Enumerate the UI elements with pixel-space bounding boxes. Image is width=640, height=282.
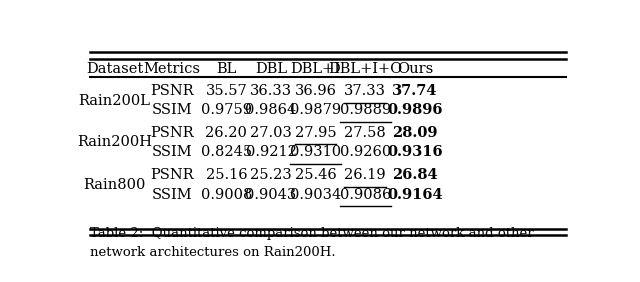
Text: 0.9260: 0.9260	[340, 145, 391, 159]
Text: 36.96: 36.96	[294, 84, 337, 98]
Text: 25.16: 25.16	[205, 168, 247, 182]
Text: 25.23: 25.23	[250, 168, 292, 182]
Text: 0.8245: 0.8245	[201, 145, 252, 159]
Text: SSIM: SSIM	[152, 145, 192, 159]
Text: BL: BL	[216, 61, 237, 76]
Text: Rain200H: Rain200H	[77, 135, 152, 149]
Text: Ours: Ours	[397, 61, 433, 76]
Text: Dataset: Dataset	[86, 61, 143, 76]
Text: DBL+I: DBL+I	[291, 61, 340, 76]
Text: 0.9889: 0.9889	[340, 103, 391, 117]
Text: DBL+I+O: DBL+I+O	[328, 61, 403, 76]
Text: 0.9034: 0.9034	[290, 188, 341, 202]
Text: 26.84: 26.84	[392, 168, 438, 182]
Text: 0.9864: 0.9864	[245, 103, 296, 117]
Text: PSNR: PSNR	[150, 126, 193, 140]
Text: 27.95: 27.95	[295, 126, 337, 140]
Text: SSIM: SSIM	[152, 103, 192, 117]
Text: 0.9316: 0.9316	[387, 145, 443, 159]
Text: 0.9164: 0.9164	[387, 188, 443, 202]
Text: 35.57: 35.57	[205, 84, 247, 98]
Text: SSIM: SSIM	[152, 188, 192, 202]
Text: 0.9759: 0.9759	[201, 103, 252, 117]
Text: 26.20: 26.20	[205, 126, 247, 140]
Text: 37.74: 37.74	[392, 84, 438, 98]
Text: 28.09: 28.09	[392, 126, 438, 140]
Text: PSNR: PSNR	[150, 84, 193, 98]
Text: 0.9310: 0.9310	[290, 145, 341, 159]
Text: 37.33: 37.33	[344, 84, 386, 98]
Text: DBL: DBL	[255, 61, 287, 76]
Text: 27.03: 27.03	[250, 126, 292, 140]
Text: 0.9212: 0.9212	[246, 145, 296, 159]
Text: 26.19: 26.19	[344, 168, 386, 182]
Text: Rain800: Rain800	[84, 178, 146, 192]
Text: 36.33: 36.33	[250, 84, 292, 98]
Text: 0.9896: 0.9896	[387, 103, 442, 117]
Text: 25.46: 25.46	[295, 168, 337, 182]
Text: 0.9008: 0.9008	[200, 188, 252, 202]
Text: Metrics: Metrics	[143, 61, 200, 76]
Text: Table 2:  Quantitative comparison between our network and other
network architec: Table 2: Quantitative comparison between…	[90, 227, 534, 259]
Text: 0.9086: 0.9086	[339, 188, 391, 202]
Text: PSNR: PSNR	[150, 168, 193, 182]
Text: 0.9879: 0.9879	[290, 103, 341, 117]
Text: 27.58: 27.58	[344, 126, 386, 140]
Text: Rain200L: Rain200L	[79, 94, 151, 108]
Text: 0.9043: 0.9043	[245, 188, 296, 202]
